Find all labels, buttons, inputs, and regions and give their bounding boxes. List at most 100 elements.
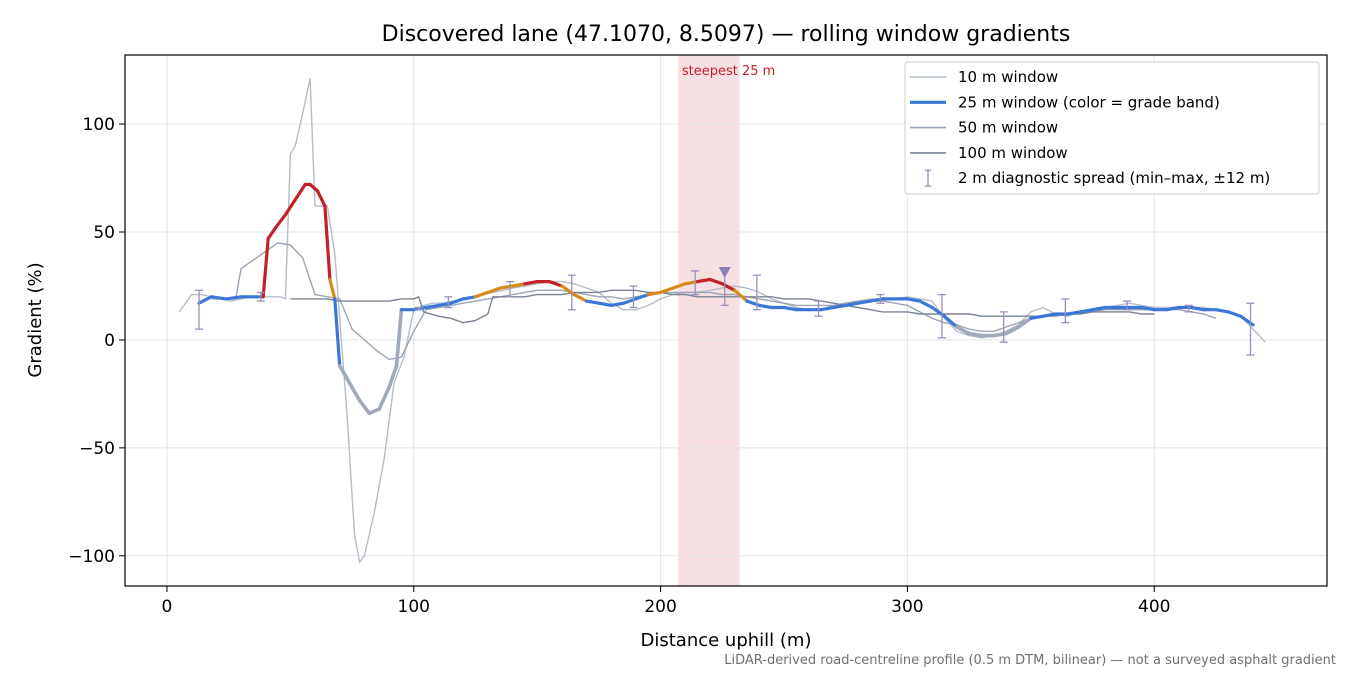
- x-tick-label: 300: [891, 597, 923, 617]
- errorbar: [444, 296, 453, 309]
- series-25m-segment-easy: [1066, 310, 1082, 316]
- errorbar: [691, 270, 700, 296]
- series-25m-segment-steep: [283, 198, 297, 217]
- series-25m-segment-steep: [274, 213, 287, 230]
- x-tick-label: 100: [398, 597, 430, 617]
- series-25m-segment-easy: [905, 297, 922, 303]
- series-25m-segment-moderate: [473, 290, 490, 299]
- series-25m-segment-descent: [954, 325, 971, 336]
- series-25m-segment-moderate: [572, 293, 589, 303]
- series-25m-segment-moderate: [646, 290, 663, 297]
- y-tick-label: 0: [104, 331, 115, 351]
- legend-entry: 10 m window: [910, 68, 1058, 86]
- steepest-point-marker: [718, 267, 731, 279]
- series-25m-segment-easy: [224, 295, 243, 301]
- series-25m-segment-easy: [1226, 310, 1243, 318]
- series-25m-segment-easy: [634, 293, 650, 301]
- x-axis-ticks: 0 100 200 300 400: [162, 586, 1170, 617]
- errorbar: [814, 300, 823, 317]
- series-25m-segment-steep: [708, 277, 724, 286]
- series-25m-segment-easy: [1189, 305, 1206, 312]
- x-tick-label: 400: [1138, 597, 1170, 617]
- axes-frame: [124, 54, 1328, 587]
- y-tick-label: −50: [79, 439, 115, 459]
- series-25m-segment-steep: [315, 189, 327, 208]
- errorbar: [1123, 300, 1132, 311]
- series-25m-segment-easy: [844, 301, 860, 307]
- errorbar: [1184, 304, 1193, 313]
- footnote: LiDAR-derived road-centreline profile (0…: [724, 653, 1336, 668]
- series-25m-segment-moderate: [732, 288, 749, 303]
- legend-label: 2 m diagnostic spread (min–max, ±12 m): [958, 169, 1270, 187]
- series-25m-segment-easy: [1140, 305, 1156, 312]
- legend-label: 100 m window: [958, 144, 1068, 162]
- steepest-window-label: steepest 25 m: [682, 64, 775, 79]
- series-25m-segment-descent: [337, 363, 352, 385]
- y-tick-label: −100: [68, 547, 115, 567]
- series-25m-segment-easy: [197, 295, 213, 305]
- errorbar: [414, 306, 423, 311]
- series-25m-segment-moderate: [671, 282, 687, 290]
- series-25m-segment-easy: [831, 303, 848, 310]
- errorbar: [195, 289, 204, 330]
- series-25m-segment-steep: [547, 280, 564, 288]
- legend-entry: 2 m diagnostic spread (min–max, ±12 m): [925, 169, 1270, 187]
- series-25m-segment-descent: [394, 307, 404, 368]
- series-25m-segment-easy: [461, 295, 478, 301]
- errorbar: [1061, 298, 1070, 324]
- errorbar: [999, 311, 1008, 343]
- series-25m-segment-descent: [357, 398, 372, 416]
- series-25m-segment-descent: [1016, 316, 1033, 329]
- x-axis-label: Distance uphill (m): [641, 630, 812, 651]
- plot-area: steepest 25 m: [124, 54, 1328, 587]
- series-25m-segment-easy: [209, 295, 228, 301]
- errorbar: [876, 293, 885, 304]
- steepest-window-highlight: [677, 55, 740, 586]
- series-25m-segment-easy: [1090, 305, 1107, 312]
- legend-label: 10 m window: [958, 68, 1058, 86]
- errorbar: [506, 280, 515, 298]
- series-25m-segment-easy: [597, 301, 613, 307]
- series-25m-segment-easy: [856, 299, 873, 305]
- legend-entry: 50 m window: [910, 119, 1058, 137]
- series-25m-segment-easy: [424, 303, 441, 310]
- series-25m-segment-easy: [584, 299, 601, 305]
- series-25m-segment-steep: [695, 277, 712, 284]
- series-layer: [178, 78, 1266, 563]
- series-25m-segment-easy: [1078, 308, 1095, 314]
- series-25m-segment-easy: [1214, 308, 1230, 314]
- series-25m-segment-easy: [918, 299, 934, 310]
- series-25m-segment-easy: [942, 314, 959, 329]
- series-25m-segment-easy: [609, 301, 626, 307]
- x-tick-label: 200: [644, 597, 676, 617]
- y-axis-ticks: −100 −50 0 50 100: [68, 115, 125, 567]
- series-25m-segment-easy: [1041, 312, 1058, 318]
- y-tick-label: 50: [93, 223, 115, 243]
- errorbar: [937, 293, 946, 339]
- series-25m-segment-steep: [308, 182, 320, 193]
- series-25m-segment-easy: [449, 297, 465, 305]
- series-25m-segment-easy: [757, 303, 774, 310]
- y-tick-label: 100: [83, 115, 115, 135]
- errorbar: [567, 274, 576, 311]
- series-25m-segment-descent: [967, 331, 984, 338]
- series-25m-segment-steep: [261, 236, 270, 299]
- legend-label: 50 m window: [958, 119, 1058, 137]
- series-25m-segment-steep: [266, 226, 278, 241]
- series-25m-segment-descent: [347, 381, 362, 403]
- legend-entry: 100 m window: [910, 144, 1068, 162]
- series-25m-segment-easy: [782, 305, 798, 312]
- series-25m-segment-moderate: [658, 286, 675, 294]
- series-25m-segment-descent: [387, 363, 399, 390]
- series-25m-segment-easy: [1029, 314, 1045, 320]
- legend-entry: 25 m window (color = grade band): [910, 93, 1220, 111]
- errorbar: [1246, 302, 1255, 356]
- x-tick-label: 0: [162, 597, 173, 617]
- series-25m-segment-moderate: [510, 282, 527, 288]
- legend-box: [904, 61, 1320, 195]
- legend: 10 m window 25 m window (color = grade ba…: [904, 61, 1320, 195]
- series-25m-segment-moderate: [328, 277, 337, 301]
- series-25m-segment-easy: [333, 297, 342, 368]
